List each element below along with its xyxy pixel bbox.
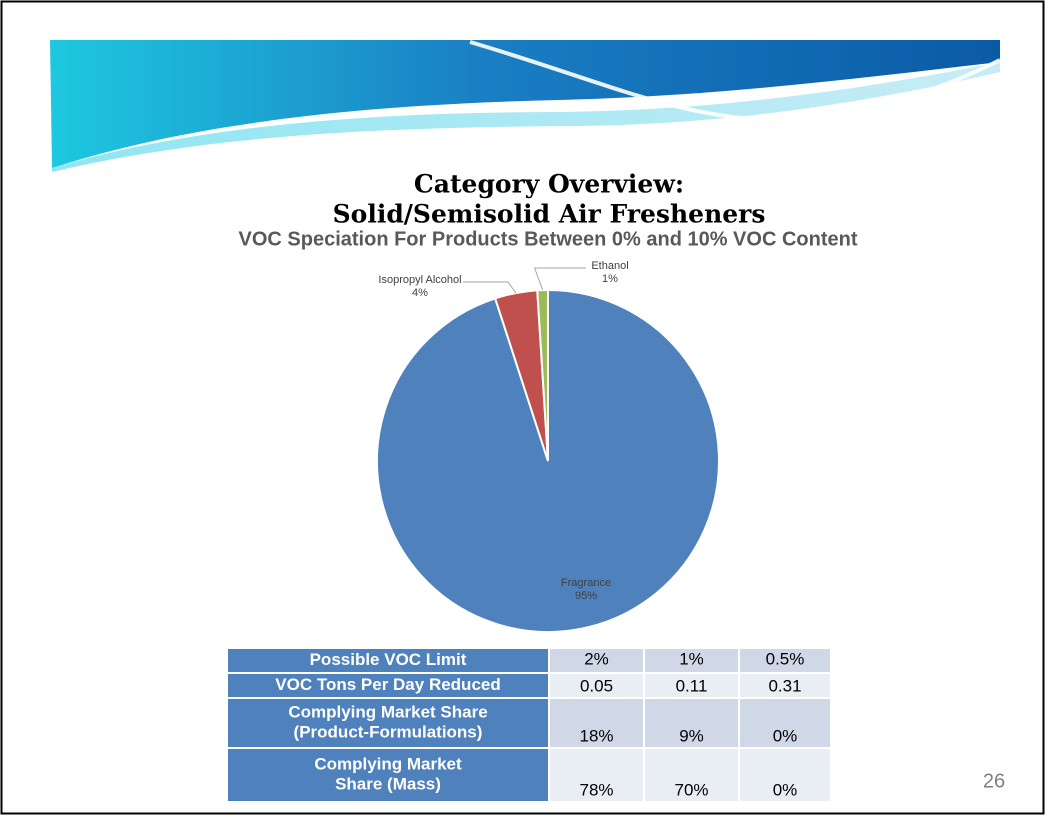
table-value: 0.11 [676,676,708,695]
table-cell [548,747,645,803]
table-cell [226,647,550,674]
slice-label: Isopropyl Alcohol [378,274,461,286]
chart-title: VOC Speciation For Products Between 0% a… [239,228,858,250]
slice-value-label: 1% [602,273,618,285]
row-header: Share (Mass) [335,774,441,793]
table-value: 70% [674,780,708,799]
table-value: 78% [579,780,613,799]
row-header: Complying Market [314,754,462,773]
slide-title: Category Overview: [414,170,684,199]
table-cell [548,697,645,749]
table-cell [643,647,740,674]
table-cell [738,697,832,749]
row-header: Complying Market Share [288,702,487,721]
table-cell [643,747,740,803]
row-header: VOC Tons Per Day Reduced [275,675,500,694]
page-number: 26 [983,770,1005,792]
table-cell [226,697,550,749]
table-cell [226,672,550,699]
table-cell [643,697,740,749]
row-header: (Product-Formulations) [294,722,483,741]
row-header: Possible VOC Limit [310,650,467,669]
table-cell [226,747,550,803]
table-value: 1% [679,649,704,668]
table-value: 0.5% [766,649,805,668]
table-value: 9% [679,726,704,745]
slide-title: Solid/Semisolid Air Fresheners [333,200,766,229]
table-value: 0% [773,780,798,799]
leader-line [533,267,586,291]
slice-value-label: 95% [575,590,597,602]
slice-label: Ethanol [591,260,628,272]
table-value: 0% [773,726,798,745]
table-value: 0.05 [580,676,613,695]
table-cell [738,672,832,699]
table-value: 0.31 [768,676,801,695]
slice-value-label: 4% [412,287,428,299]
table-value: 2% [584,649,609,668]
table-value: 18% [579,726,613,745]
banner [50,40,1001,172]
table-cell [738,747,832,803]
leader-line [463,281,517,294]
pie-slice [376,288,720,633]
slice-label: Fragrance [561,577,611,589]
table-cell [548,672,645,699]
